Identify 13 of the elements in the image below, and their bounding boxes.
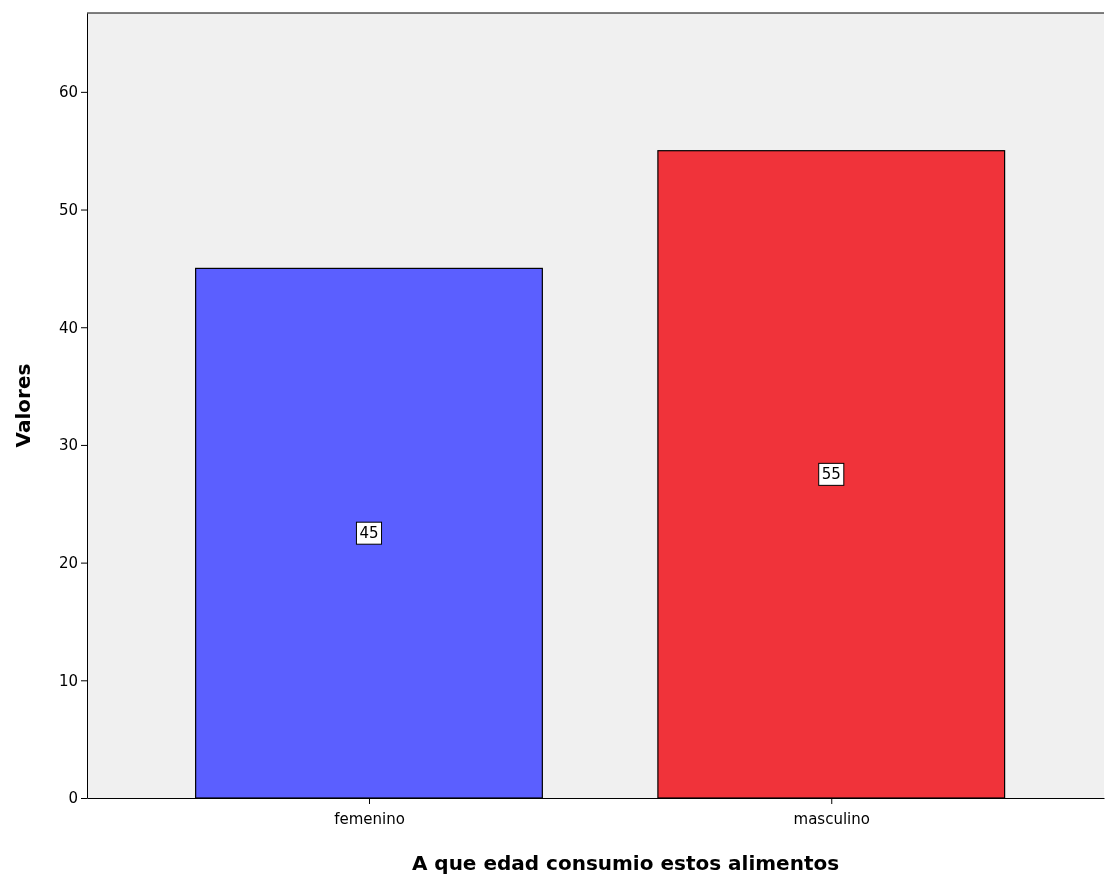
data-label: 55 [821, 465, 841, 484]
y-tick-label: 0 [68, 789, 78, 808]
y-tick-label: 40 [58, 318, 78, 337]
y-axis-title: Valores [11, 363, 35, 448]
x-tick-label: masculino [793, 809, 870, 828]
x-axis-title: A que edad consumio estos alimentos [411, 851, 840, 875]
y-tick-label: 30 [58, 436, 78, 455]
data-label: 45 [359, 524, 379, 543]
x-tick-label: femenino [334, 809, 405, 828]
y-tick-label: 60 [58, 83, 78, 102]
y-tick-label: 10 [58, 671, 78, 690]
y-tick-label: 50 [58, 200, 78, 219]
y-tick-label: 20 [58, 553, 78, 572]
